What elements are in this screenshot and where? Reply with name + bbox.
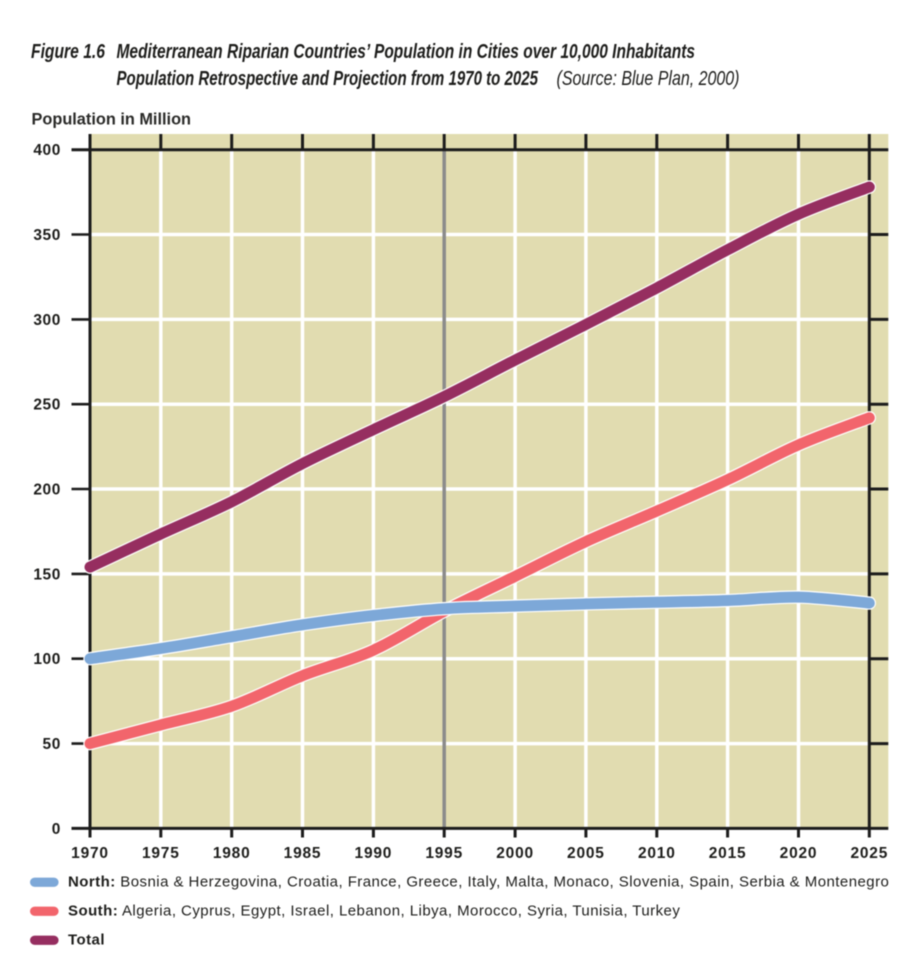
svg-text:1990: 1990 (355, 845, 393, 862)
svg-text:250: 250 (33, 397, 61, 414)
svg-text:1995: 1995 (425, 845, 463, 862)
svg-text:2020: 2020 (780, 845, 818, 862)
svg-text:Population Retrospective and P: Population Retrospective and Projection … (117, 68, 539, 90)
svg-text:Figure 1.6: Figure 1.6 (31, 41, 106, 63)
svg-text:2010: 2010 (638, 845, 676, 862)
svg-text:350: 350 (33, 227, 61, 244)
svg-text:400: 400 (33, 142, 61, 159)
svg-text:2025: 2025 (850, 845, 888, 862)
svg-text:2005: 2005 (567, 845, 605, 862)
svg-text:(Source: Blue Plan, 2000): (Source: Blue Plan, 2000) (557, 68, 740, 90)
svg-text:1975: 1975 (142, 845, 180, 862)
svg-text:1980: 1980 (213, 845, 251, 862)
svg-text:1970: 1970 (71, 845, 109, 862)
svg-text:North: Bosnia & Herzegovina, C: North: Bosnia & Herzegovina, Croatia, Fr… (68, 874, 889, 891)
svg-text:0: 0 (52, 821, 61, 838)
svg-text:Population in Million: Population in Million (32, 110, 192, 129)
svg-text:100: 100 (33, 651, 61, 668)
svg-text:1985: 1985 (284, 845, 322, 862)
svg-text:50: 50 (43, 736, 61, 753)
svg-text:200: 200 (33, 482, 61, 499)
svg-text:300: 300 (33, 312, 61, 329)
svg-text:Total: Total (68, 932, 105, 949)
svg-text:2015: 2015 (709, 845, 747, 862)
svg-text:South: Algeria, Cyprus, Egypt,: South: Algeria, Cyprus, Egypt, Israel, L… (68, 903, 680, 920)
svg-text:2000: 2000 (496, 845, 534, 862)
svg-text:Mediterranean Riparian Countri: Mediterranean Riparian Countries’ Popula… (117, 41, 696, 63)
svg-text:150: 150 (33, 566, 61, 583)
